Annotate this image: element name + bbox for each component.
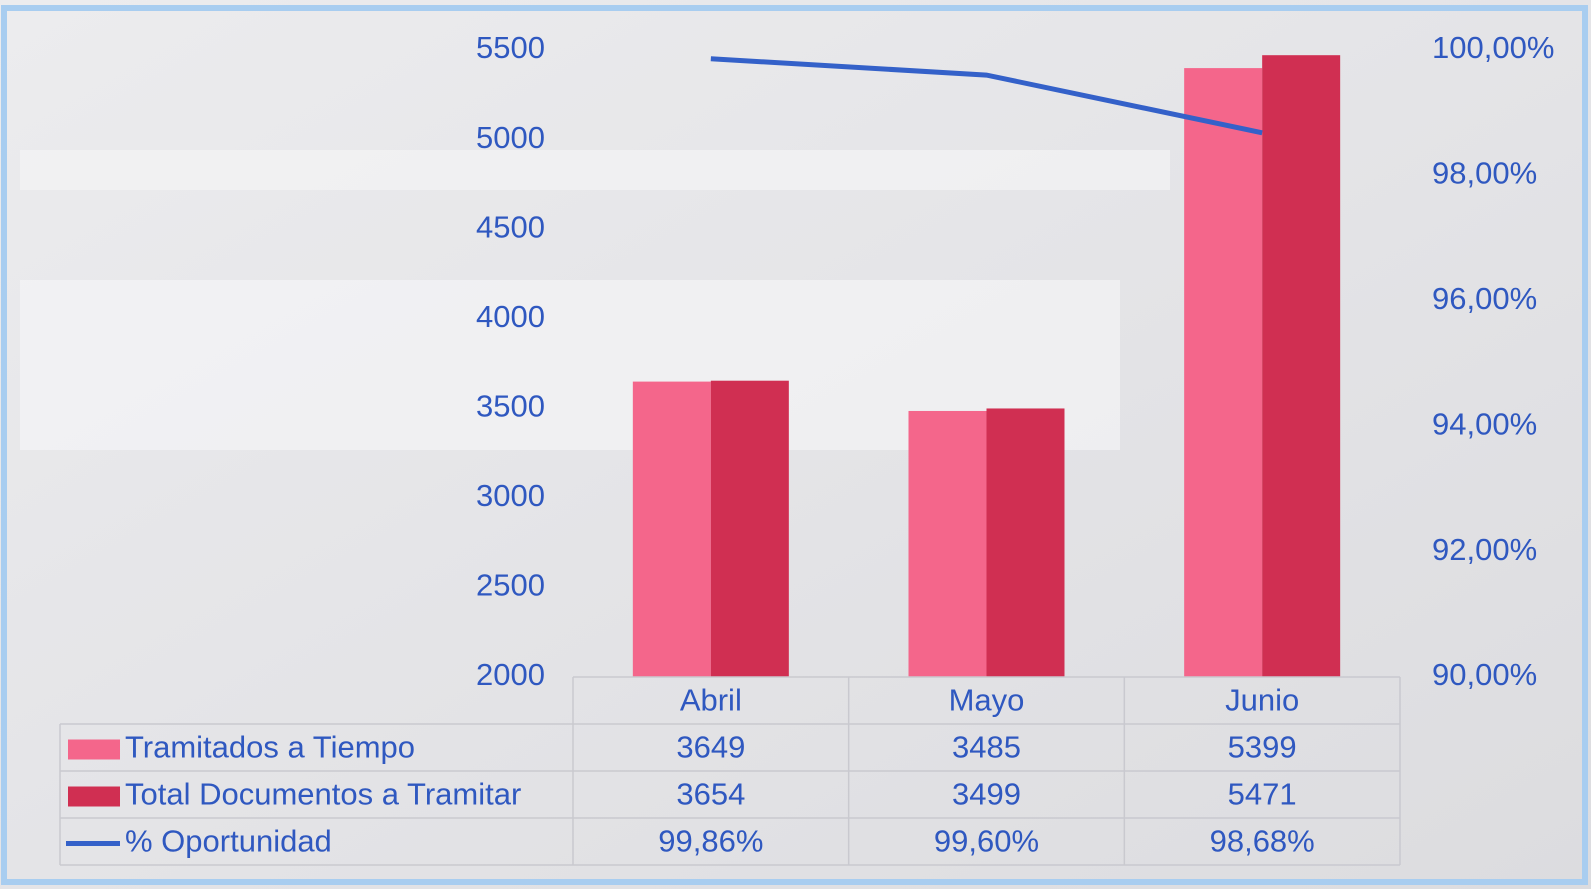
y-tick-label: 3500 bbox=[476, 388, 545, 423]
table-value: 3654 bbox=[676, 777, 745, 812]
legend-label: Total Documentos a Tramitar bbox=[125, 777, 521, 812]
table-value: 99,86% bbox=[658, 824, 763, 859]
y2-tick-label: 100,00% bbox=[1432, 30, 1554, 65]
y-tick-label: 2500 bbox=[476, 568, 545, 603]
y-tick-label: 4000 bbox=[476, 299, 545, 334]
bar bbox=[909, 411, 987, 677]
bar bbox=[987, 408, 1065, 677]
chart: 2000 2500 3000 3500 4000 4500 5000 5500 90,00% 92… bbox=[0, 0, 1591, 889]
legend-key bbox=[68, 740, 120, 760]
table-value: 3499 bbox=[952, 777, 1021, 812]
y2-tick-label: 96,00% bbox=[1432, 281, 1537, 316]
table-value: 5399 bbox=[1228, 730, 1297, 765]
y2-tick-label: 90,00% bbox=[1432, 657, 1537, 692]
y2-tick-label: 92,00% bbox=[1432, 532, 1537, 567]
table-value: 5471 bbox=[1228, 777, 1297, 812]
table-value: 98,68% bbox=[1210, 824, 1315, 859]
y-tick-label: 5500 bbox=[476, 30, 545, 65]
table-value: 3649 bbox=[676, 730, 745, 765]
y-tick-label: 2000 bbox=[476, 657, 545, 692]
legend-key bbox=[68, 787, 120, 807]
bar bbox=[1262, 55, 1340, 677]
table-value: 3485 bbox=[952, 730, 1021, 765]
bar bbox=[1184, 68, 1262, 677]
bar bbox=[711, 381, 789, 677]
legend-label: Tramitados a Tiempo bbox=[125, 730, 415, 765]
y-tick-label: 3000 bbox=[476, 478, 545, 513]
x-tick-label: Abril bbox=[680, 683, 742, 718]
x-tick-label: Mayo bbox=[949, 683, 1025, 718]
x-tick-label: Junio bbox=[1225, 683, 1299, 718]
legend-label: % Oportunidad bbox=[125, 824, 332, 859]
y-tick-label: 5000 bbox=[476, 120, 545, 155]
page: 2000 2500 3000 3500 4000 4500 5000 5500 90,00% 92… bbox=[0, 0, 1591, 889]
bar bbox=[633, 382, 711, 677]
background-shape bbox=[20, 150, 1170, 190]
table-value: 99,60% bbox=[934, 824, 1039, 859]
y2-tick-label: 94,00% bbox=[1432, 406, 1537, 441]
y2-tick-label: 98,00% bbox=[1432, 156, 1537, 191]
y-tick-label: 4500 bbox=[476, 209, 545, 244]
